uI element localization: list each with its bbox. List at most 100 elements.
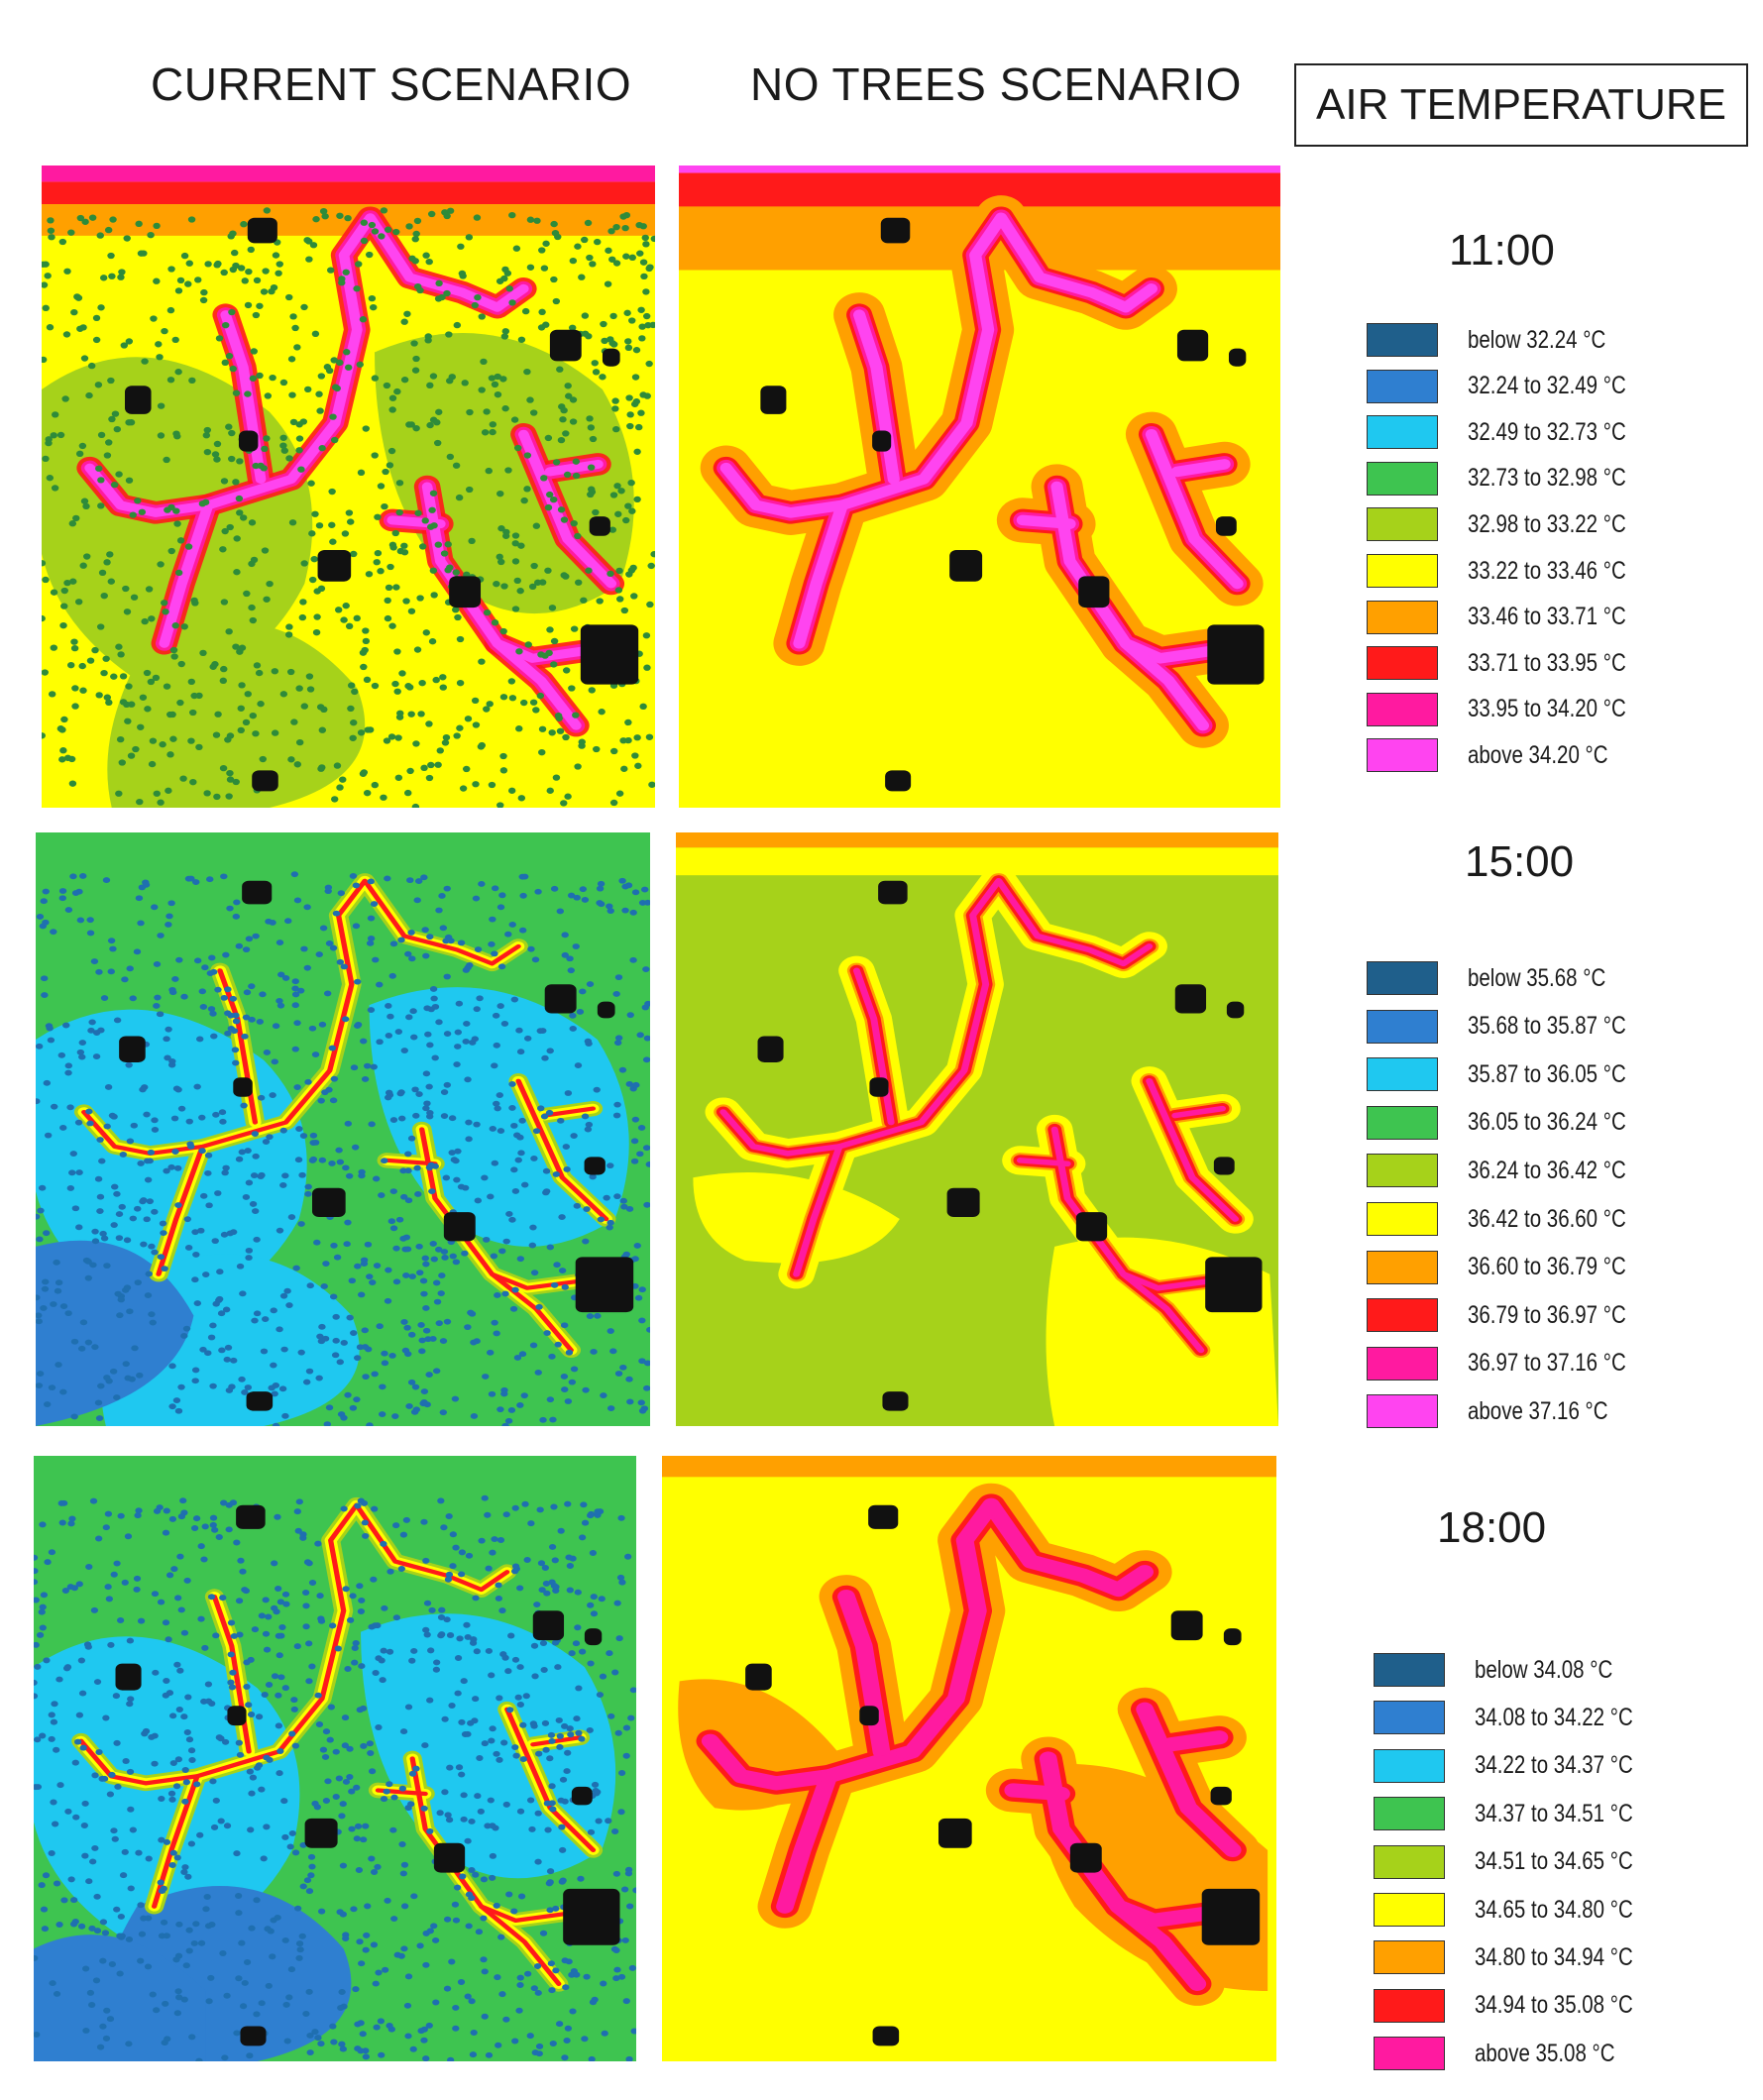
legend-item: 34.94 to 35.08 °C [1374, 1987, 1668, 2025]
legend-label: 32.73 to 32.98 °C [1468, 464, 1626, 493]
no-trees-scenario-title: NO TREES SCENARIO [750, 58, 1242, 110]
legend-item: above 35.08 °C [1374, 2035, 1646, 2072]
legend-item: 34.37 to 34.51 °C [1374, 1795, 1668, 1832]
legend-label: 34.08 to 34.22 °C [1475, 1703, 1633, 1731]
legend-swatch [1367, 1298, 1438, 1333]
legend-item: 36.42 to 36.60 °C [1367, 1200, 1661, 1238]
current-scenario-title: CURRENT SCENARIO [151, 58, 632, 110]
legend-item: 33.46 to 33.71 °C [1367, 599, 1661, 636]
legend-swatch [1367, 1057, 1438, 1092]
map-notrees-18 [662, 1456, 1276, 2061]
map-current-11 [42, 166, 655, 808]
legend-swatch [1367, 323, 1438, 357]
legend-label: 36.97 to 37.16 °C [1468, 1349, 1626, 1378]
time-label-15: 15:00 [1465, 837, 1575, 886]
legend-item: 35.87 to 36.05 °C [1367, 1055, 1661, 1093]
legend-item: 32.24 to 32.49 °C [1367, 368, 1661, 405]
legend-item: 36.79 to 36.97 °C [1367, 1296, 1661, 1334]
legend-item: 36.24 to 36.42 °C [1367, 1152, 1661, 1189]
legend-label: above 34.20 °C [1468, 740, 1608, 769]
legend-label: 35.68 to 35.87 °C [1468, 1012, 1626, 1041]
legend-label: 33.46 to 33.71 °C [1468, 603, 1626, 631]
thermal-map-svg [662, 1456, 1276, 2061]
legend-label: 36.60 to 36.79 °C [1468, 1253, 1626, 1281]
legend-label: below 35.68 °C [1468, 963, 1606, 992]
time-label-11: 11:00 [1449, 226, 1555, 275]
legend-item: 36.60 to 36.79 °C [1367, 1249, 1661, 1286]
legend-swatch [1374, 1653, 1445, 1687]
legend-swatch [1367, 1346, 1438, 1381]
legend-label: below 34.08 °C [1475, 1655, 1613, 1684]
legend-swatch [1367, 692, 1438, 726]
legend-label: 34.80 to 34.94 °C [1475, 1942, 1633, 1971]
legend-swatch [1374, 2037, 1445, 2071]
map-current-18 [34, 1456, 636, 2061]
legend-label: 34.22 to 34.37 °C [1475, 1751, 1633, 1780]
map-current-15 [36, 832, 650, 1426]
legend-swatch [1367, 738, 1438, 773]
legend-swatch [1367, 1250, 1438, 1284]
legend-item: above 34.20 °C [1367, 736, 1639, 774]
legend-swatch [1374, 1701, 1445, 1735]
legend-item: 34.22 to 34.37 °C [1374, 1747, 1668, 1785]
legend-item: 33.22 to 33.46 °C [1367, 552, 1661, 590]
legend-item: 32.73 to 32.98 °C [1367, 460, 1661, 497]
legend-label: 34.94 to 35.08 °C [1475, 1991, 1633, 2020]
legend-swatch [1367, 1154, 1438, 1188]
map-notrees-15 [676, 832, 1278, 1426]
legend-item: below 32.24 °C [1367, 321, 1636, 359]
legend-label: above 37.16 °C [1468, 1396, 1608, 1425]
legend-swatch [1367, 415, 1438, 450]
legend-swatch [1367, 1202, 1438, 1236]
legend-swatch [1367, 369, 1438, 403]
legend-label: 36.42 to 36.60 °C [1468, 1204, 1626, 1233]
legend-item: 34.80 to 34.94 °C [1374, 1938, 1668, 1976]
thermal-map-svg [34, 1456, 636, 2061]
legend-item: below 34.08 °C [1374, 1651, 1643, 1689]
time-label-18: 18:00 [1437, 1503, 1547, 1552]
legend-item: 34.65 to 34.80 °C [1374, 1891, 1668, 1929]
air-temperature-title: AIR TEMPERATURE [1294, 63, 1748, 147]
legend-item: 34.51 to 34.65 °C [1374, 1843, 1668, 1881]
air-temperature-title-text: AIR TEMPERATURE [1316, 80, 1726, 129]
legend-label: 36.79 to 36.97 °C [1468, 1300, 1626, 1329]
legend-label: 35.87 to 36.05 °C [1468, 1059, 1626, 1088]
legend-swatch [1374, 1893, 1445, 1927]
legend-item: 35.68 to 35.87 °C [1367, 1008, 1661, 1046]
legend-label: 36.05 to 36.24 °C [1468, 1108, 1626, 1137]
legend-swatch [1367, 1105, 1438, 1140]
legend-item: above 37.16 °C [1367, 1392, 1639, 1430]
legend-item: 36.97 to 37.16 °C [1367, 1345, 1661, 1382]
legend-label: 33.71 to 33.95 °C [1468, 648, 1626, 677]
legend-swatch [1367, 554, 1438, 588]
thermal-map-svg [679, 166, 1280, 808]
legend-swatch [1367, 961, 1438, 995]
legend-label: 34.51 to 34.65 °C [1475, 1847, 1633, 1876]
legend-item: 34.08 to 34.22 °C [1374, 1699, 1668, 1736]
legend-swatch [1367, 646, 1438, 681]
legend-item: below 35.68 °C [1367, 959, 1636, 997]
legend-swatch [1374, 1797, 1445, 1831]
legend-item: 36.05 to 36.24 °C [1367, 1104, 1661, 1142]
legend-label: 34.37 to 34.51 °C [1475, 1799, 1633, 1827]
legend-label: above 35.08 °C [1475, 2039, 1615, 2067]
legend-swatch [1367, 600, 1438, 634]
legend-swatch [1374, 1940, 1445, 1975]
legend-swatch [1374, 1748, 1445, 1783]
legend-item: 32.98 to 33.22 °C [1367, 505, 1661, 543]
thermal-map-svg [42, 166, 655, 808]
legend-swatch [1374, 1844, 1445, 1879]
thermal-map-svg [36, 832, 650, 1426]
legend-label: below 32.24 °C [1468, 325, 1606, 354]
legend-label: 32.24 to 32.49 °C [1468, 372, 1626, 400]
legend-label: 36.24 to 36.42 °C [1468, 1156, 1626, 1184]
legend-label: 34.65 to 34.80 °C [1475, 1895, 1633, 1924]
legend-item: 33.71 to 33.95 °C [1367, 644, 1661, 682]
legend-label: 33.95 to 34.20 °C [1468, 695, 1626, 723]
legend-label: 32.49 to 32.73 °C [1468, 417, 1626, 446]
legend-item: 33.95 to 34.20 °C [1367, 691, 1661, 728]
legend-swatch [1374, 1988, 1445, 2023]
legend-swatch [1367, 507, 1438, 542]
legend-swatch [1367, 1394, 1438, 1429]
legend-label: 33.22 to 33.46 °C [1468, 556, 1626, 585]
